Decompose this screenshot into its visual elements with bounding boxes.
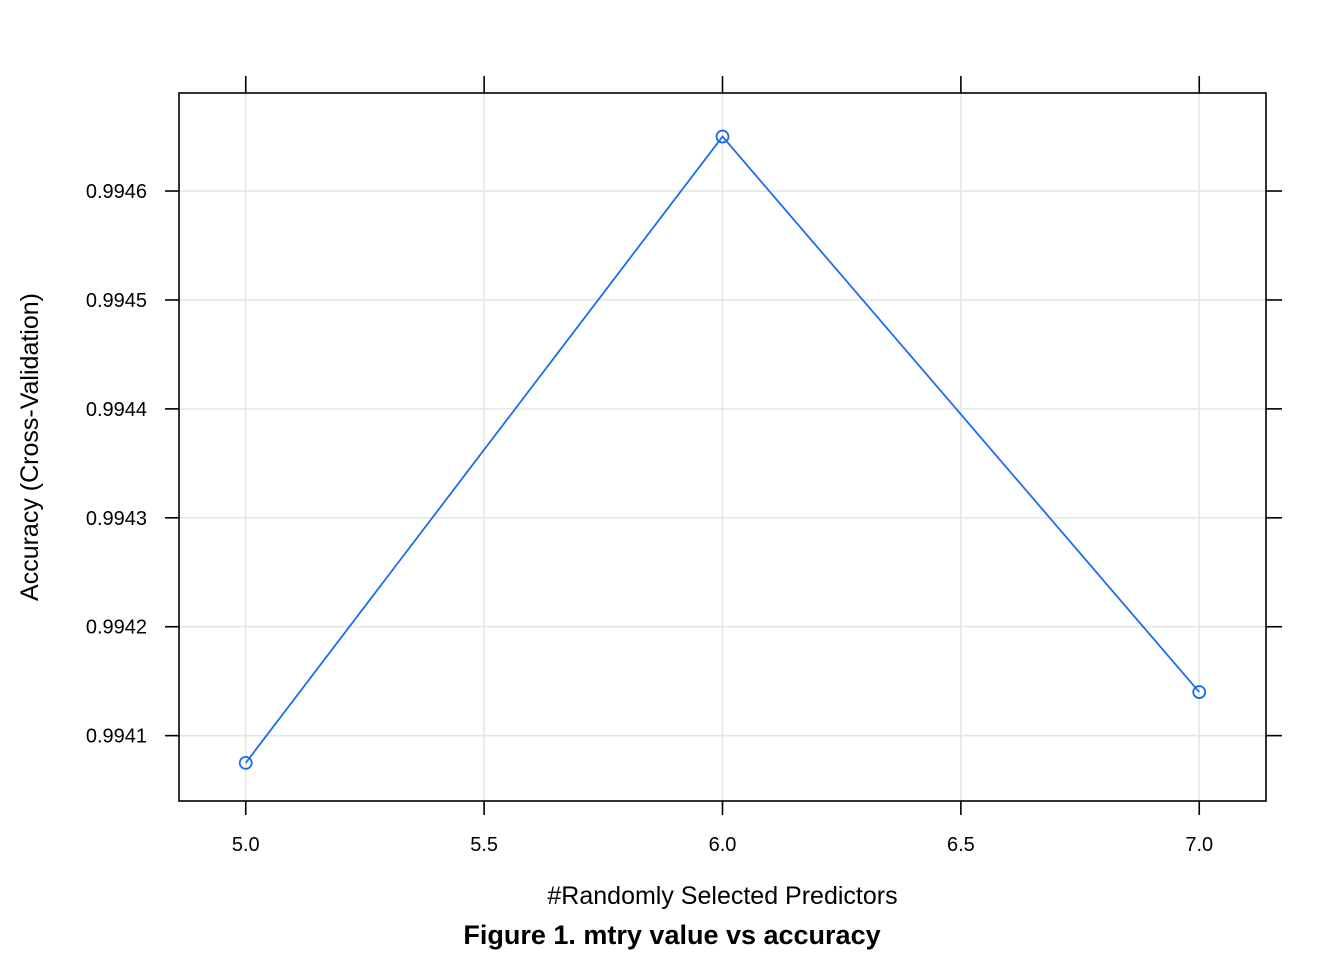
series-line [245,135,1200,764]
grid [179,93,1266,801]
axis-ticks: 5.0 5.5 6.0 6.5 7.0 0.9941 0.9942 0.9943 0.9944 0… [86,76,1282,856]
x-tick-label: 5.5 [470,834,498,856]
data-point [238,755,253,770]
x-axis-title: #Randomly Selected Predictors [547,882,897,910]
x-tick-label: 5.0 [232,834,260,856]
y-tick-label: 0.9941 [86,726,147,748]
data-point [1192,685,1207,699]
y-tick-label: 0.9942 [86,617,147,639]
data-point [715,129,730,144]
x-tick-label: 6.0 [709,834,737,856]
y-tick-label: 0.9943 [86,508,147,530]
x-tick-label: 7.0 [1185,834,1213,856]
figure-caption: Figure 1. mtry value vs accuracy [463,920,880,950]
y-tick-label: 0.9944 [86,399,147,421]
series [238,129,1207,770]
y-tick-label: 0.9946 [86,181,147,203]
x-tick-label: 6.5 [947,834,975,856]
y-tick-label: 0.9945 [86,290,147,312]
y-axis-title: Accuracy (Cross-Validation) [16,293,44,601]
